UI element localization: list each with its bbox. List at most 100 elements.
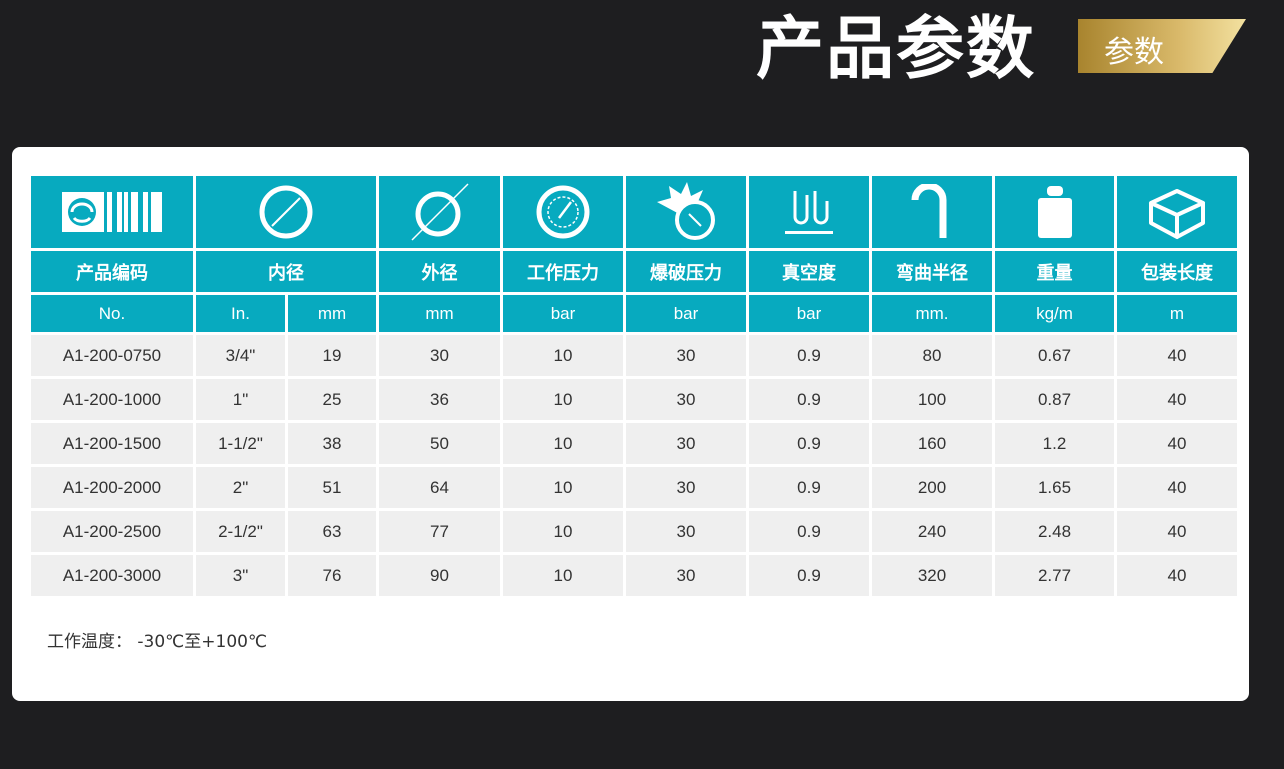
unit-cell: m [1117,295,1237,332]
table-cell: A1-200-2500 [31,511,193,552]
table-cell: 40 [1117,423,1237,464]
table-row: A1-200-2000 2" 51 64 10 30 0.9 200 1.65 40 [31,467,1237,508]
table-cell: 36 [379,379,500,420]
column-label: 内径 [196,251,376,292]
bend-radius-icon [872,176,992,248]
table-cell: 40 [1117,379,1237,420]
table-cell: 30 [626,467,746,508]
column-label: 真空度 [749,251,869,292]
table-cell: 40 [1117,335,1237,376]
column-label: 工作压力 [503,251,623,292]
table-row: A1-200-1000 1" 25 36 10 30 0.9 100 0.87 40 [31,379,1237,420]
burst-gauge-icon [626,176,746,248]
table-cell: A1-200-1000 [31,379,193,420]
table-cell: 30 [626,379,746,420]
weight-icon [995,176,1114,248]
table-cell: 0.9 [749,335,869,376]
table-cell: 10 [503,511,623,552]
unit-row: No. In. mm mm bar bar bar mm. kg/m m [31,295,1237,332]
unit-cell: bar [503,295,623,332]
inner-diameter-icon [196,176,376,248]
column-label: 重量 [995,251,1114,292]
unit-cell: mm. [872,295,992,332]
package-box-icon [1117,176,1237,248]
table-cell: 19 [288,335,376,376]
table-cell: 64 [379,467,500,508]
unit-cell: No. [31,295,193,332]
table-cell: 30 [379,335,500,376]
table-cell: 3" [196,555,285,596]
label-row: 产品编码 内径 外径 工作压力 爆破压力 真空度 弯曲半径 重量 包装长度 [31,251,1237,292]
column-label: 爆破压力 [626,251,746,292]
unit-cell: bar [749,295,869,332]
column-label: 弯曲半径 [872,251,992,292]
table-cell: 200 [872,467,992,508]
table-cell: 2" [196,467,285,508]
pressure-gauge-icon [503,176,623,248]
table-cell: 40 [1117,511,1237,552]
table-cell: 240 [872,511,992,552]
table-row: A1-200-1500 1-1/2" 38 50 10 30 0.9 160 1.2 40 [31,423,1237,464]
table-cell: 3/4" [196,335,285,376]
table-cell: 0.9 [749,555,869,596]
table-cell: 10 [503,379,623,420]
table-cell: 0.67 [995,335,1114,376]
table-cell: 100 [872,379,992,420]
column-label: 产品编码 [31,251,193,292]
outer-diameter-icon [379,176,500,248]
unit-cell: In. [196,295,285,332]
table-cell: 1.65 [995,467,1114,508]
table-row: A1-200-2500 2-1/2" 63 77 10 30 0.9 240 2.48 40 [31,511,1237,552]
table-cell: 2.48 [995,511,1114,552]
table-body: A1-200-0750 3/4" 19 30 10 30 0.9 80 0.67 40 A1-200… [31,335,1237,596]
page-title: 产品参数 [756,10,1037,89]
table-cell: 0.9 [749,423,869,464]
table-cell: 10 [503,467,623,508]
table-cell: 77 [379,511,500,552]
unit-cell: mm [379,295,500,332]
table-cell: 40 [1117,555,1237,596]
table-cell: 30 [626,335,746,376]
table-cell: 25 [288,379,376,420]
table-cell: 2.77 [995,555,1114,596]
table-cell: A1-200-1500 [31,423,193,464]
table-cell: 0.9 [749,379,869,420]
unit-cell: mm [288,295,376,332]
table-cell: 38 [288,423,376,464]
spec-card: 产品编码 内径 外径 工作压力 爆破压力 真空度 弯曲半径 重量 包装长度 No… [12,147,1249,701]
unit-cell: kg/m [995,295,1114,332]
table-cell: 30 [626,511,746,552]
table-cell: 76 [288,555,376,596]
table-cell: 10 [503,335,623,376]
spec-table: 产品编码 内径 外径 工作压力 爆破压力 真空度 弯曲半径 重量 包装长度 No… [28,173,1240,599]
table-cell: 160 [872,423,992,464]
table-cell: 0.9 [749,467,869,508]
table-cell: 10 [503,423,623,464]
table-cell: A1-200-0750 [31,335,193,376]
table-cell: 40 [1117,467,1237,508]
table-cell: A1-200-3000 [31,555,193,596]
section-tag: 参数 [1078,19,1246,73]
table-cell: 50 [379,423,500,464]
barcode-icon [31,176,193,248]
table-cell: 63 [288,511,376,552]
table-row: A1-200-3000 3" 76 90 10 30 0.9 320 2.77 40 [31,555,1237,596]
vacuum-icon [749,176,869,248]
table-cell: 320 [872,555,992,596]
table-cell: 51 [288,467,376,508]
table-cell: 10 [503,555,623,596]
column-label: 包装长度 [1117,251,1237,292]
table-cell: 30 [626,423,746,464]
table-cell: 80 [872,335,992,376]
icon-row [31,176,1237,248]
section-tag-label: 参数 [1104,35,1164,70]
table-cell: 30 [626,555,746,596]
working-temperature-note: 工作温度： -30℃至+100℃ [47,632,268,652]
unit-cell: bar [626,295,746,332]
table-cell: A1-200-2000 [31,467,193,508]
table-cell: 0.9 [749,511,869,552]
column-label: 外径 [379,251,500,292]
table-cell: 1.2 [995,423,1114,464]
table-cell: 90 [379,555,500,596]
table-cell: 2-1/2" [196,511,285,552]
